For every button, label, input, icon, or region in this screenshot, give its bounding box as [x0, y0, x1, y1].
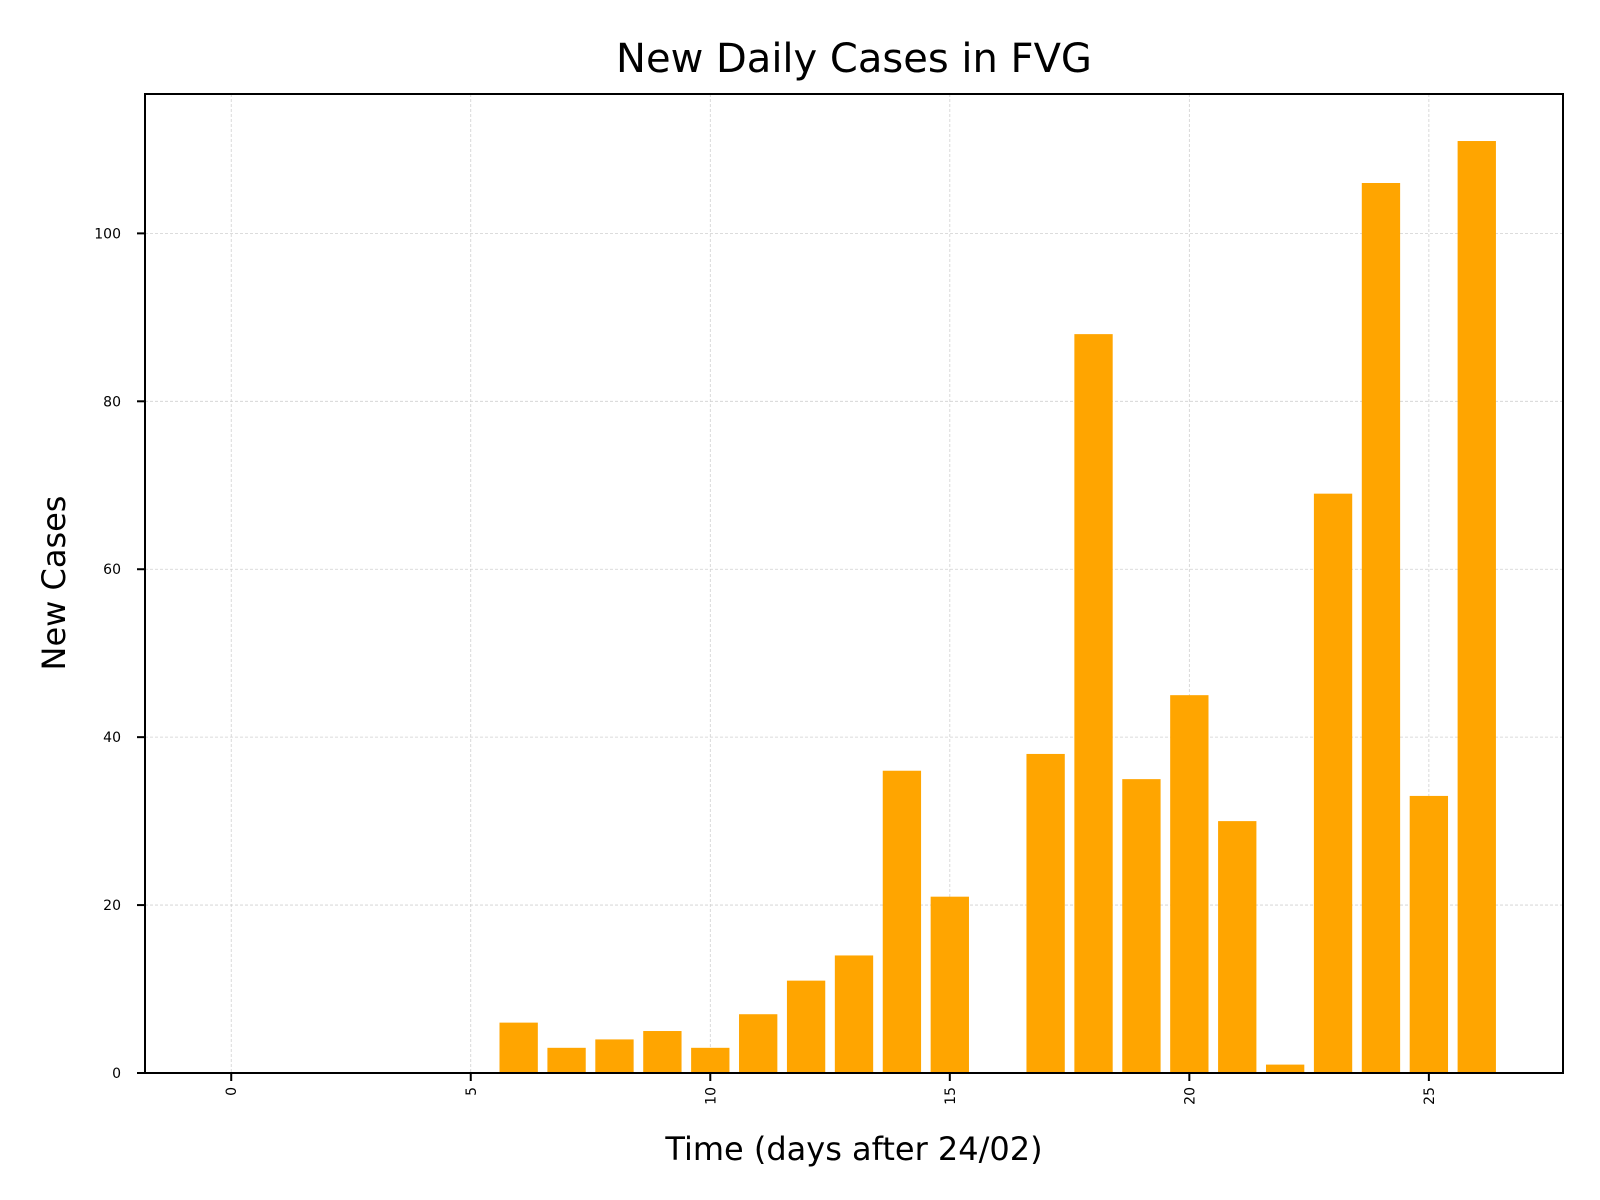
x-tick-label: 15: [943, 1087, 959, 1105]
x-tick-label: 25: [1422, 1087, 1438, 1105]
bar-day-19: [1122, 779, 1161, 1073]
x-tick-label: 5: [464, 1087, 480, 1096]
x-tick-label: 10: [703, 1087, 719, 1105]
y-tick-label: 20: [103, 898, 121, 914]
bar-day-9: [643, 1031, 682, 1073]
bar-day-18: [1074, 334, 1113, 1073]
y-tick-label: 100: [94, 226, 121, 242]
y-tick-label: 80: [103, 394, 121, 410]
bar-day-21: [1218, 821, 1257, 1073]
bar-day-17: [1026, 753, 1065, 1073]
bar-day-7: [547, 1047, 586, 1073]
bars-layer: [499, 141, 1496, 1074]
bar-day-22: [1265, 1064, 1305, 1073]
bar-day-13: [834, 955, 874, 1073]
y-axis-ticks: 0 20 40 60 80 100: [94, 226, 145, 1082]
y-axis-label: New Cases: [35, 496, 73, 671]
bar-day-23: [1313, 493, 1353, 1073]
bar-day-10: [691, 1047, 730, 1073]
x-axis-label: Time (days after 24/02): [664, 1130, 1042, 1168]
bar-day-12: [786, 980, 826, 1073]
bar-day-6: [499, 1022, 538, 1073]
bar-day-14: [882, 770, 922, 1073]
y-tick-label: 40: [103, 730, 121, 746]
x-axis-ticks: 0 5 10 15 20 25: [224, 1073, 1438, 1105]
bar-day-20: [1170, 695, 1209, 1073]
bar-day-26: [1457, 141, 1496, 1074]
chart-title: New Daily Cases in FVG: [616, 36, 1092, 82]
bar-day-25: [1409, 795, 1449, 1073]
x-tick-label: 20: [1182, 1087, 1198, 1105]
y-tick-label: 60: [103, 562, 121, 578]
bar-day-15: [930, 896, 969, 1073]
x-tick-label: 0: [224, 1087, 240, 1096]
bar-day-8: [595, 1039, 634, 1073]
bar-day-11: [739, 1014, 778, 1073]
bar-day-24: [1361, 183, 1401, 1073]
plot-frame: [144, 93, 1564, 1074]
y-tick-label: 0: [112, 1066, 121, 1082]
